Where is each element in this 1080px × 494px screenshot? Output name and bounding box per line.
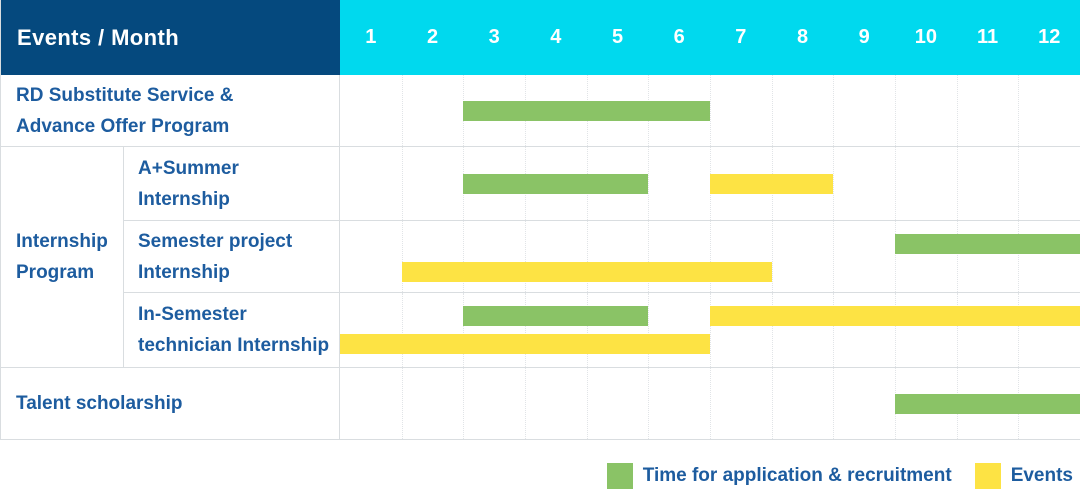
month-gridline [710, 221, 711, 292]
table-row: Semester project Internship [124, 221, 1080, 293]
month-gridline [956, 147, 958, 220]
month-gridline [525, 368, 526, 439]
month-gridline [401, 147, 403, 220]
month-label: 10 [914, 26, 937, 48]
month-gridline [648, 221, 650, 292]
row-chart-talent-scholarship [340, 368, 1080, 439]
month-gridline [586, 221, 588, 292]
month-gridline [710, 368, 711, 439]
gantt-bar-green [463, 306, 649, 326]
month-gridline [771, 75, 773, 146]
month-gridline [401, 221, 403, 292]
gantt-bar-yellow [710, 173, 834, 194]
month-gridline [833, 147, 835, 220]
month-label: 6 [673, 26, 685, 48]
month-gridline [833, 368, 835, 439]
month-gridline [586, 368, 588, 439]
gantt-bar-green [895, 234, 1080, 254]
row-label-talent-scholarship: Talent scholarship [1, 368, 340, 439]
legend-label: Time for application & recruitment [642, 465, 952, 486]
month-gridline [401, 75, 403, 146]
legend-label: Events [1010, 465, 1073, 486]
month-label: 9 [858, 26, 870, 48]
month-gridline [525, 221, 526, 292]
month-label: 2 [426, 26, 439, 48]
month-gridline [895, 147, 896, 220]
gantt-bar-green [895, 393, 1080, 414]
gantt-bar-green [463, 100, 710, 121]
month-gridline [956, 293, 958, 367]
gantt-bar-green [463, 173, 649, 194]
month-gridline [1018, 147, 1020, 220]
month-gridline [956, 75, 958, 146]
legend-swatch-yellow [974, 463, 1001, 489]
month-gridline [525, 293, 526, 367]
month-gridline [771, 293, 773, 367]
month-gridline [648, 147, 650, 220]
row-label-a-plus-summer: A+Summer Internship [124, 147, 340, 220]
row-chart-in-semester-technician [340, 293, 1080, 367]
gantt-bar-yellow [401, 262, 772, 282]
month-gridline [463, 368, 465, 439]
row-chart-semester-project [340, 221, 1080, 292]
events-month-header-cell: Events / Month [1, 0, 340, 75]
events-table: Events / Month 1 2 3 4 5 6 7 8 9 10 11 12 RD Substi… [0, 0, 1080, 440]
row-label-rd-substitute: RD Substitute Service & Advance Offer Pr… [1, 75, 340, 146]
row-chart-a-plus-summer [340, 147, 1080, 220]
month-gridline [771, 221, 773, 292]
group-label-internship-program: Internship Program [1, 147, 124, 367]
gantt-bar-yellow [340, 334, 710, 354]
month-gridline [586, 293, 588, 367]
month-label: 8 [796, 26, 809, 48]
month-label: 11 [976, 26, 999, 48]
month-gridline [895, 293, 896, 367]
month-gridline [895, 221, 896, 292]
month-gridline [710, 75, 711, 146]
internship-program-group: Internship Program A+Summer Internship S… [1, 147, 1080, 368]
month-gridline [1018, 293, 1020, 367]
row-chart-rd-substitute [340, 75, 1080, 146]
month-label: 3 [488, 26, 500, 48]
month-gridline [463, 293, 465, 367]
month-gridline [648, 368, 650, 439]
table-row: A+Summer Internship [124, 147, 1080, 221]
legend: Time for application & recruitment Events [606, 463, 1073, 489]
table-row: Talent scholarship [1, 368, 1080, 440]
row-label-semester-project: Semester project Internship [124, 221, 340, 292]
month-gridline [895, 75, 896, 146]
month-gridline [710, 293, 711, 367]
month-gridline [771, 368, 773, 439]
month-gridline [956, 221, 958, 292]
month-gridline [401, 293, 403, 367]
month-gridline [401, 368, 403, 439]
month-gridline [833, 75, 835, 146]
month-label: 5 [611, 26, 624, 48]
row-label-in-semester-technician: In-Semester technician Internship [124, 293, 340, 367]
month-gridline [833, 293, 835, 367]
month-gridline [833, 221, 835, 292]
month-gridline [1018, 221, 1020, 292]
month-label: 4 [550, 26, 562, 48]
month-label: 12 [1038, 26, 1061, 48]
legend-swatch-green [606, 463, 633, 489]
month-header: 1 2 3 4 5 6 7 8 9 10 11 12 [340, 0, 1080, 75]
month-gridline [1018, 75, 1020, 146]
internship-program-subrows: A+Summer Internship Semester project Int… [124, 147, 1080, 367]
table-row: RD Substitute Service & Advance Offer Pr… [1, 75, 1080, 147]
month-gridline [648, 293, 650, 367]
table-header: Events / Month 1 2 3 4 5 6 7 8 9 10 11 12 [1, 0, 1080, 75]
table-row: In-Semester technician Internship [124, 293, 1080, 367]
month-label: 1 [365, 26, 377, 48]
month-gridline [463, 221, 465, 292]
gantt-bar-yellow [710, 306, 1080, 326]
month-label: 7 [735, 26, 747, 48]
